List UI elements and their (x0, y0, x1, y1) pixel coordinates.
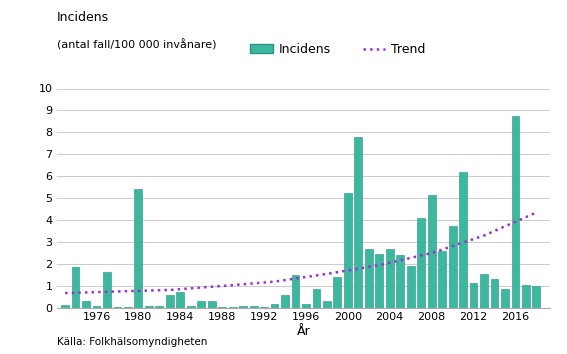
Bar (229, 307, 236, 308)
Bar (249, 306, 257, 308)
X-axis label: År: År (297, 325, 310, 338)
Bar (333, 277, 341, 308)
Bar (511, 116, 519, 308)
Bar (407, 266, 414, 308)
Bar (155, 306, 163, 308)
Bar (428, 195, 435, 308)
Bar (522, 285, 530, 308)
Bar (469, 283, 477, 308)
Bar (145, 306, 153, 308)
Bar (124, 307, 132, 308)
Bar (448, 226, 456, 308)
Bar (344, 193, 352, 308)
Bar (459, 172, 467, 308)
Bar (312, 289, 320, 308)
Bar (354, 137, 362, 308)
Bar (490, 279, 498, 308)
Bar (480, 274, 488, 308)
Bar (71, 267, 79, 308)
Bar (218, 307, 226, 308)
Text: Incidens: Incidens (57, 11, 109, 24)
Bar (501, 289, 509, 308)
Bar (92, 306, 100, 308)
Bar (323, 301, 331, 308)
Bar (386, 249, 393, 308)
Bar (375, 254, 383, 308)
Text: (antal fall/100 000 invånare): (antal fall/100 000 invånare) (57, 39, 216, 50)
Bar (438, 251, 446, 308)
Bar (197, 301, 205, 308)
Bar (365, 249, 373, 308)
Text: Källa: Folkhälsomyndigheten: Källa: Folkhälsomyndigheten (57, 337, 207, 347)
Bar (291, 275, 299, 308)
Bar (281, 295, 289, 308)
Bar (187, 306, 194, 308)
Bar (176, 292, 184, 308)
Bar (113, 307, 121, 308)
Bar (134, 189, 142, 308)
Bar (417, 218, 425, 308)
Bar (302, 304, 310, 308)
Bar (166, 295, 174, 308)
Bar (239, 306, 247, 308)
Bar (396, 255, 404, 308)
Legend: Incidens, Trend: Incidens, Trend (251, 43, 426, 56)
Bar (103, 272, 111, 308)
Bar (532, 286, 540, 308)
Bar (208, 301, 215, 308)
Bar (82, 301, 90, 308)
Bar (260, 307, 268, 308)
Bar (61, 305, 69, 308)
Bar (270, 304, 278, 308)
